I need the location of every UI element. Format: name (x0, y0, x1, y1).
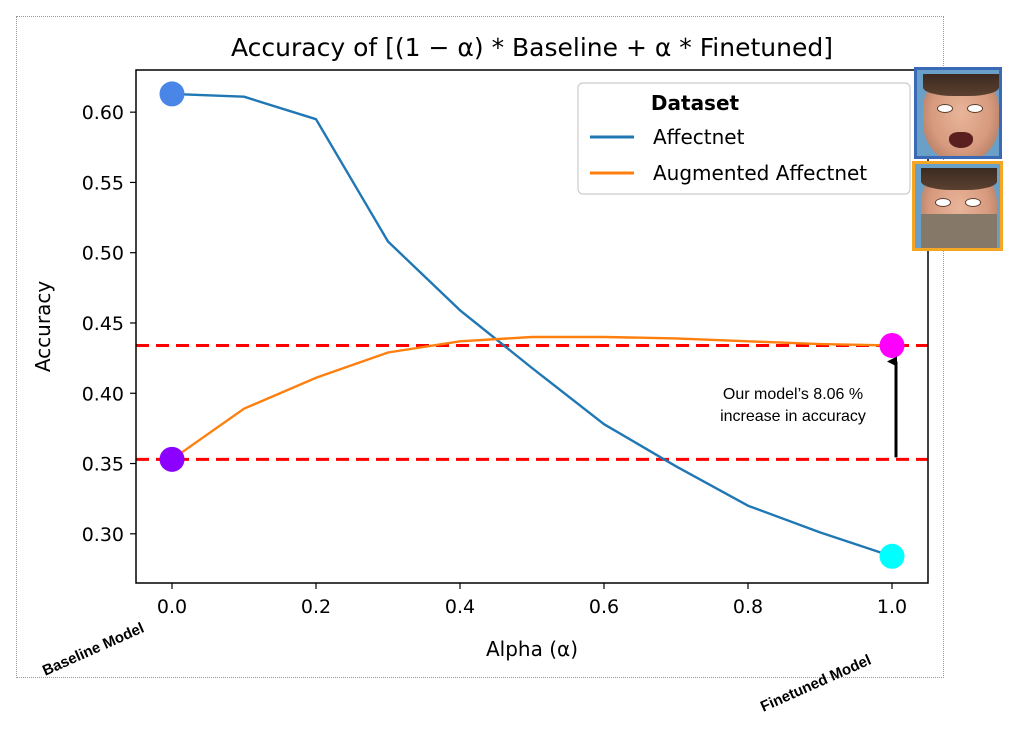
x-axis-label: Alpha (α) (486, 637, 578, 661)
legend-box (577, 82, 911, 195)
x-tick-label: 1.0 (877, 596, 907, 618)
x-tick-label: 0.0 (157, 596, 187, 618)
y-tick-label: 0.50 (82, 243, 124, 265)
y-tick-label: 0.55 (82, 172, 124, 194)
highlight-marker (879, 332, 905, 358)
legend-entry: Affectnet (653, 125, 745, 149)
y-tick-label: 0.60 (82, 102, 124, 124)
legend-title: Dataset (651, 91, 740, 115)
y-axis-label: Accuracy (31, 281, 55, 372)
series-line-affectnet (171, 92, 893, 558)
x-tick-label: 0.8 (733, 596, 763, 618)
highlight-marker (159, 81, 185, 107)
y-tick-label: 0.30 (82, 524, 124, 546)
chart-title: Accuracy of [(1 − α) * Baseline + α * Fi… (231, 33, 833, 62)
x-tick-label: 0.6 (589, 596, 619, 618)
annotation-text: Our model’s 8.06 % (723, 386, 863, 403)
y-tick-label: 0.45 (82, 313, 124, 335)
legend-entry: Augmented Affectnet (653, 161, 867, 185)
highlight-marker (159, 446, 185, 472)
highlight-marker (879, 543, 905, 569)
augmented-affectnet-face-image (912, 161, 1003, 251)
occlusion-mask (921, 214, 997, 248)
x-tick-label: 0.4 (445, 596, 475, 618)
figure-frame (16, 16, 944, 678)
affectnet-face-image (914, 67, 1002, 159)
y-tick-label: 0.40 (82, 383, 124, 405)
series-line-augmented-affectnet (171, 335, 893, 461)
plot-area-frame (135, 69, 929, 584)
annotation-text: increase in accuracy (720, 408, 866, 425)
x-tick-label: 0.2 (301, 596, 331, 618)
y-tick-label: 0.35 (82, 454, 124, 476)
legend: Dataset Affectnet Augmented Affectnet (577, 82, 911, 195)
